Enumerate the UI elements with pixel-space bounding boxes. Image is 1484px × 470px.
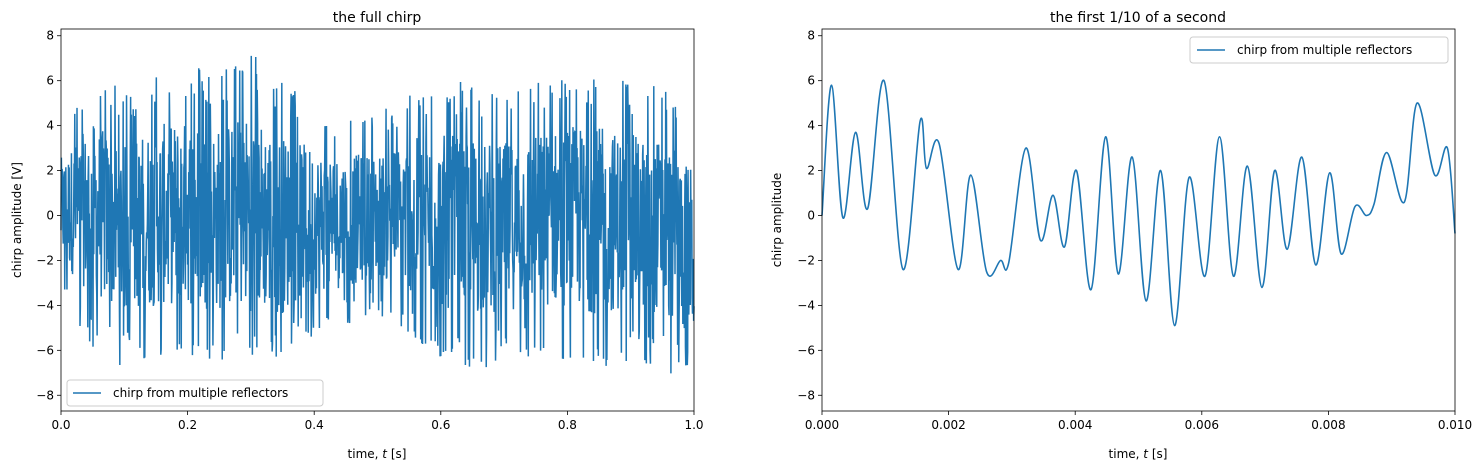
legend: chirp from multiple reflectors [66,379,324,407]
series-line [821,79,1456,327]
legend: chirp from multiple reflectors [1189,36,1449,64]
y-tick-label: −4 [797,298,815,312]
y-tick-label: 8 [46,29,54,43]
y-tick-label: −6 [36,343,54,357]
y-tick-label: 6 [807,74,815,88]
y-tick-label: −4 [36,298,54,312]
x-tick-label: 0.010 [1438,418,1472,432]
y-tick-label: 4 [807,119,815,133]
axes-frame [821,28,1456,412]
x-tick-label: 0.006 [1185,418,1219,432]
x-tick-label: 0.004 [1058,418,1092,432]
y-axis-ticks: −8 −6 −4 −2 0 2 4 6 8 [36,29,61,402]
y-tick-label: 4 [46,119,54,133]
x-axis-label: time, t [s] [1109,447,1168,461]
x-tick-label: 0.002 [931,418,965,432]
legend-label: chirp from multiple reflectors [113,386,288,400]
legend-label: chirp from multiple reflectors [1237,43,1412,57]
legend-box [1189,36,1449,64]
y-axis-ticks: −8 −6 −4 −2 0 2 4 6 8 [797,29,822,402]
x-tick-label: 0.000 [805,418,839,432]
y-tick-label: −8 [797,388,815,402]
chart-title: the first 1/10 of a second [1050,10,1226,26]
x-axis-label: time, t [s] [348,447,407,461]
y-tick-label: 2 [807,164,815,178]
x-tick-label: 0.8 [558,418,577,432]
y-axis-label: chirp amplitude [V] [10,162,24,278]
x-axis-ticks: 0.0 0.2 0.4 0.6 0.8 1.0 [51,411,704,432]
x-tick-label: 0.6 [431,418,450,432]
plot-area [821,79,1456,327]
x-tick-label: 0.008 [1311,418,1345,432]
y-tick-label: −2 [797,253,815,267]
y-axis-label: chirp amplitude [770,173,784,268]
x-tick-label: 0.0 [51,418,70,432]
y-tick-label: 0 [46,209,54,223]
y-tick-label: 6 [46,74,54,88]
x-axis-ticks: 0.000 0.002 0.004 0.006 0.008 0.010 [805,411,1472,432]
chart-full-chirp: the full chirp 0.0 0.2 0.4 0.6 0.8 1.0 −8 −6 −4… [10,10,704,461]
axes-frame [60,28,695,412]
y-tick-label: 0 [807,209,815,223]
x-tick-label: 1.0 [684,418,703,432]
y-tick-label: −2 [36,253,54,267]
x-tick-label: 0.2 [178,418,197,432]
y-tick-label: 8 [807,29,815,43]
y-tick-label: −8 [36,388,54,402]
y-tick-label: 2 [46,164,54,178]
plot-area [60,55,695,374]
chart-title: the full chirp [333,10,422,26]
series-line [60,55,695,374]
x-tick-label: 0.4 [305,418,324,432]
y-tick-label: −6 [797,343,815,357]
legend-box [66,379,324,407]
chart-first-tenth-second: the first 1/10 of a second 0.000 0.002 0.0… [770,10,1472,461]
